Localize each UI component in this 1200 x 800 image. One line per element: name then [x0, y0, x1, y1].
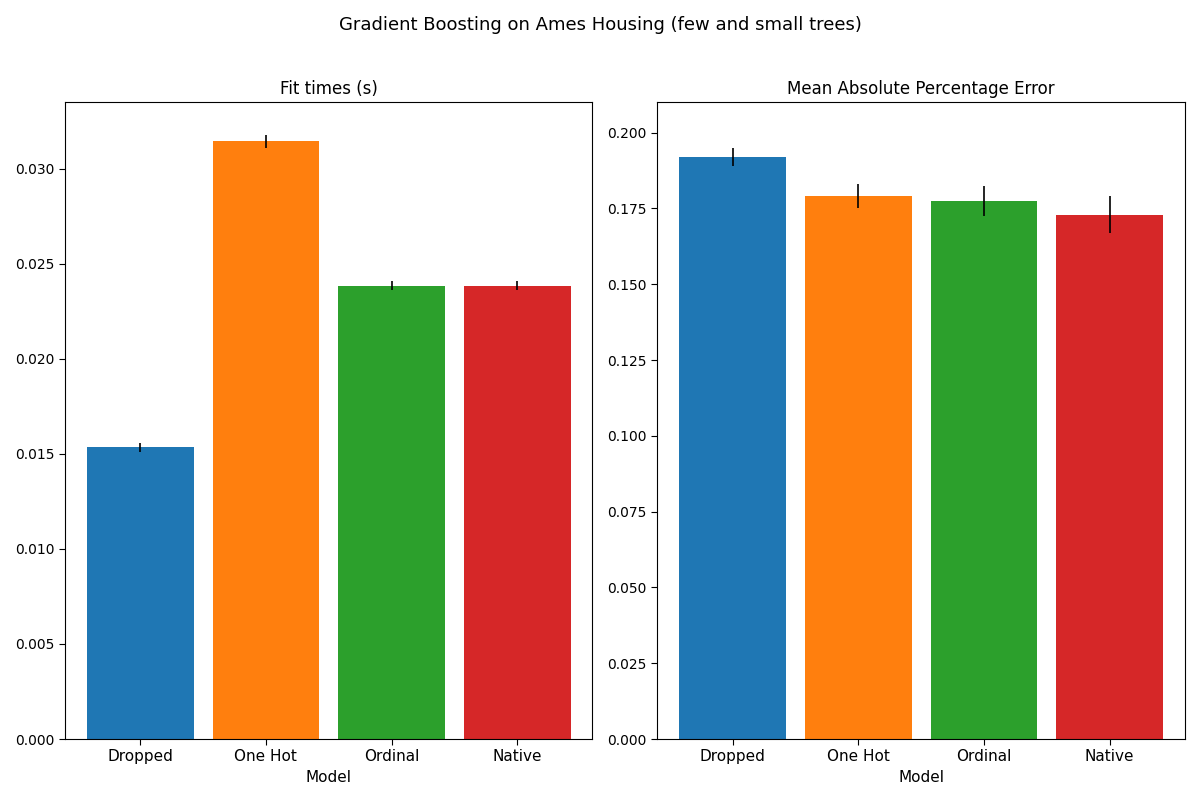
Bar — [86, 447, 193, 739]
X-axis label: Model: Model — [899, 770, 944, 785]
Title: Mean Absolute Percentage Error: Mean Absolute Percentage Error — [787, 80, 1055, 98]
Title: Fit times (s): Fit times (s) — [280, 80, 378, 98]
Bar — [931, 201, 1038, 739]
Bar — [1056, 214, 1163, 739]
Bar — [338, 286, 445, 739]
Bar — [463, 286, 570, 739]
Bar — [805, 196, 912, 739]
Text: Gradient Boosting on Ames Housing (few and small trees): Gradient Boosting on Ames Housing (few a… — [338, 16, 862, 34]
Bar — [679, 157, 786, 739]
Bar — [212, 142, 319, 739]
X-axis label: Model: Model — [306, 770, 352, 785]
